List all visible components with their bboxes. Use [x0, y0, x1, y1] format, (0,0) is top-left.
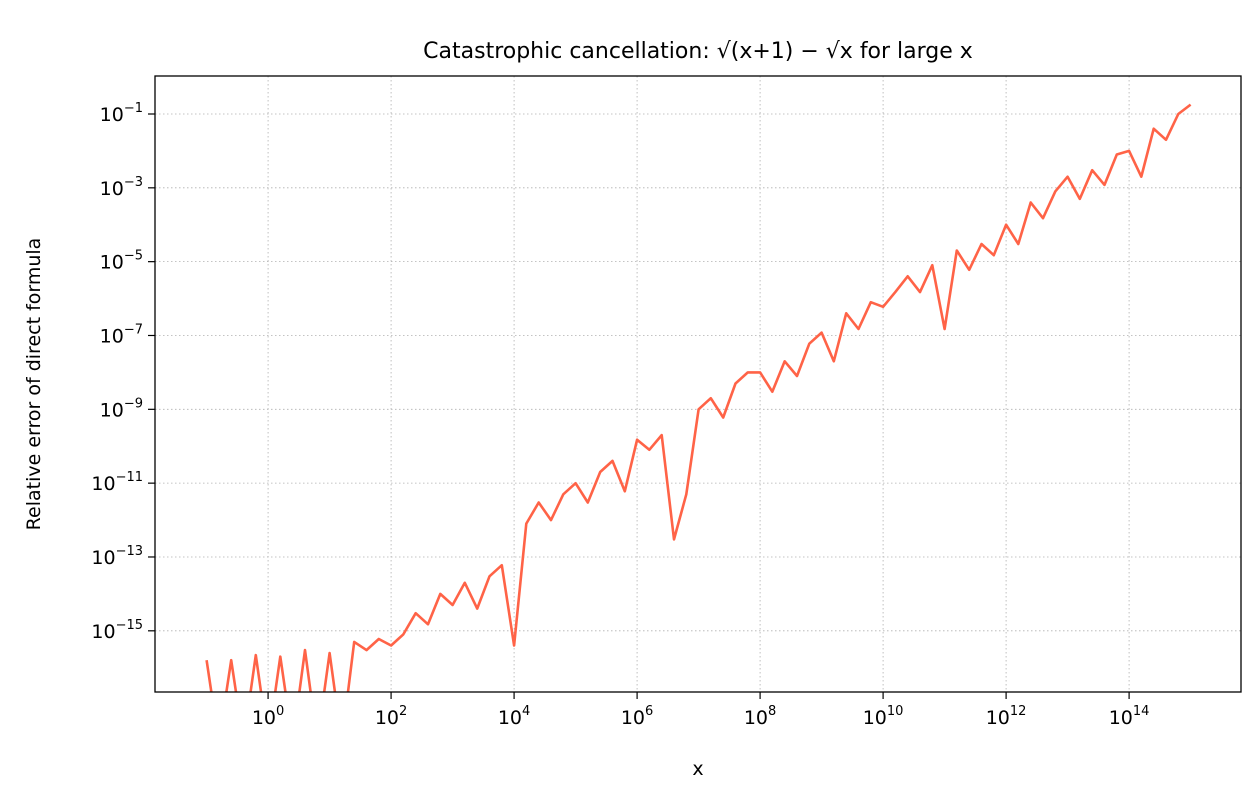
x-tick-label: 106 — [621, 704, 653, 729]
x-tick-label: 1012 — [986, 704, 1027, 729]
y-axis-ticks: 10−1 10−3 10−5 10−7 10−9 10−11 10−13 10−15 — [91, 101, 155, 643]
y-tick-label: 10−3 — [100, 175, 143, 200]
x-tick-label: 1014 — [1109, 704, 1150, 729]
x-tick-label: 102 — [375, 704, 407, 729]
y-tick-label: 10−13 — [91, 544, 143, 569]
x-tick-label: 1010 — [863, 704, 904, 729]
y-tick-label: 10−11 — [91, 470, 143, 495]
y-tick-label: 10−9 — [100, 396, 143, 421]
y-tick-label: 10−5 — [100, 249, 143, 274]
y-tick-label: 10−7 — [100, 322, 143, 347]
y-axis-label: Relative error of direct formula — [23, 238, 45, 531]
x-axis-ticks: 100 102 104 106 108 1010 1012 1014 — [252, 692, 1150, 729]
x-tick-label: 108 — [744, 704, 776, 729]
x-axis-label: x — [692, 758, 703, 780]
y-tick-label: 10−1 — [100, 101, 143, 126]
chart-title: Catastrophic cancellation: √(x+1) − √x f… — [423, 39, 973, 64]
x-tick-label: 104 — [498, 704, 530, 729]
y-tick-label: 10−15 — [91, 618, 143, 643]
plot-background — [155, 76, 1241, 692]
x-tick-label: 100 — [252, 704, 284, 729]
